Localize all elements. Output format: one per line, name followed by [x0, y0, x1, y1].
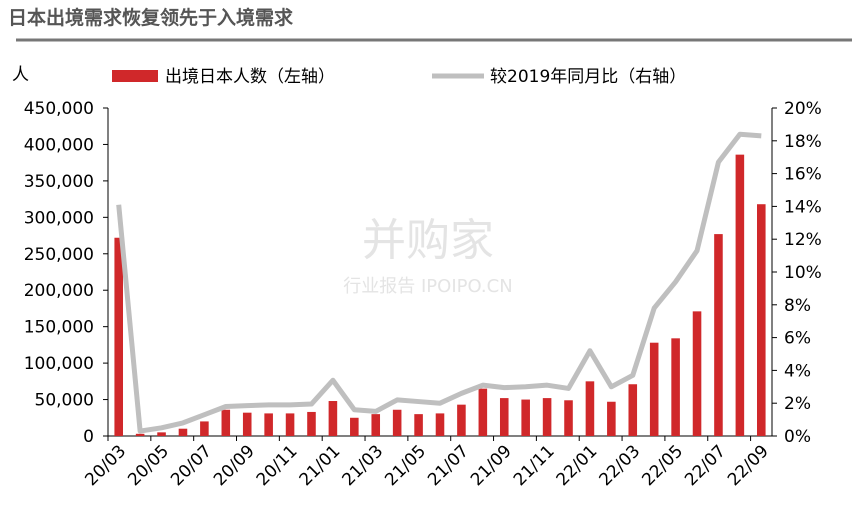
x-tick-label: 22/03 — [596, 441, 645, 490]
x-tick-label: 20/05 — [124, 441, 173, 490]
bar — [114, 237, 123, 436]
y2-tick-label: 16% — [784, 165, 822, 185]
x-tick-label: 22/01 — [553, 441, 602, 490]
y-tick-label: 150,000 — [24, 318, 94, 338]
bar — [692, 311, 702, 436]
bar — [542, 398, 552, 436]
bar — [435, 413, 445, 436]
y-tick-label: 300,000 — [24, 208, 94, 228]
y2-tick-label: 8% — [784, 296, 811, 316]
bar — [200, 421, 209, 436]
x-tick-label: 21/01 — [296, 441, 345, 490]
line — [116, 131, 762, 434]
x-tick-label: 22/05 — [638, 441, 687, 490]
legend-label: 出境日本人数（左轴） — [165, 67, 335, 87]
y2-tick-label: 0% — [784, 427, 811, 447]
bar — [221, 409, 231, 436]
bar — [628, 384, 638, 436]
bar — [499, 398, 509, 436]
x-tick-label: 20/07 — [167, 441, 216, 490]
y-tick-label: 450,000 — [24, 99, 94, 119]
bar — [457, 404, 466, 436]
y-tick-label: 50,000 — [35, 391, 94, 411]
bar — [328, 401, 338, 436]
x-tick-label: 21/11 — [510, 441, 559, 490]
y2-tick-label: 18% — [784, 132, 822, 152]
y2-tick-label: 12% — [784, 230, 822, 250]
bar — [135, 433, 145, 436]
bar — [671, 338, 680, 436]
bar — [607, 401, 616, 436]
bar — [735, 154, 745, 436]
bar — [307, 411, 316, 436]
y2-tick-label: 14% — [784, 197, 822, 217]
bar — [285, 413, 295, 436]
bar — [564, 400, 573, 436]
bar — [649, 342, 659, 436]
watermark: 并购家 — [362, 215, 494, 266]
bar — [521, 399, 530, 436]
bar — [478, 388, 488, 436]
x-tick-label: 20/11 — [253, 441, 302, 490]
y-tick-label: 400,000 — [24, 135, 94, 155]
x-tick-label: 21/03 — [338, 441, 387, 490]
y2-tick-label: 10% — [784, 263, 822, 283]
bar — [242, 412, 252, 436]
y-tick-label: 350,000 — [24, 172, 94, 192]
bar — [392, 409, 402, 436]
x-tick-label: 20/03 — [81, 441, 130, 490]
bar — [585, 381, 595, 436]
y2-tick-label: 6% — [784, 329, 811, 349]
y-tick-label: 0 — [83, 427, 94, 447]
y2-tick-label: 4% — [784, 361, 811, 381]
bar — [178, 428, 188, 436]
chart-title: 日本出境需求恢复领先于入境需求 — [8, 6, 294, 29]
x-tick-label: 20/09 — [210, 441, 259, 490]
legend-swatch — [112, 70, 158, 82]
x-tick-label: 22/07 — [681, 441, 730, 490]
legend-label: 较2019年同月比（右轴） — [490, 67, 686, 87]
bar — [264, 413, 273, 436]
x-tick-label: 21/05 — [381, 441, 430, 490]
bar — [157, 432, 166, 436]
y2-tick-label: 20% — [784, 99, 822, 119]
y-tick-label: 200,000 — [24, 281, 94, 301]
bar — [350, 417, 359, 436]
y-tick-label: 100,000 — [24, 354, 94, 374]
bar — [714, 234, 723, 436]
x-tick-label: 22/09 — [724, 441, 773, 490]
bar — [414, 414, 423, 436]
x-tick-label: 21/09 — [467, 441, 516, 490]
bar — [757, 204, 766, 436]
watermark-sub: 行业报告 IPOIPO.CN — [343, 276, 512, 297]
y-tick-label: 250,000 — [24, 245, 94, 265]
y2-tick-label: 2% — [784, 394, 811, 414]
bar — [371, 414, 381, 436]
x-tick-label: 21/07 — [424, 441, 473, 490]
y-unit: 人 — [12, 65, 29, 85]
